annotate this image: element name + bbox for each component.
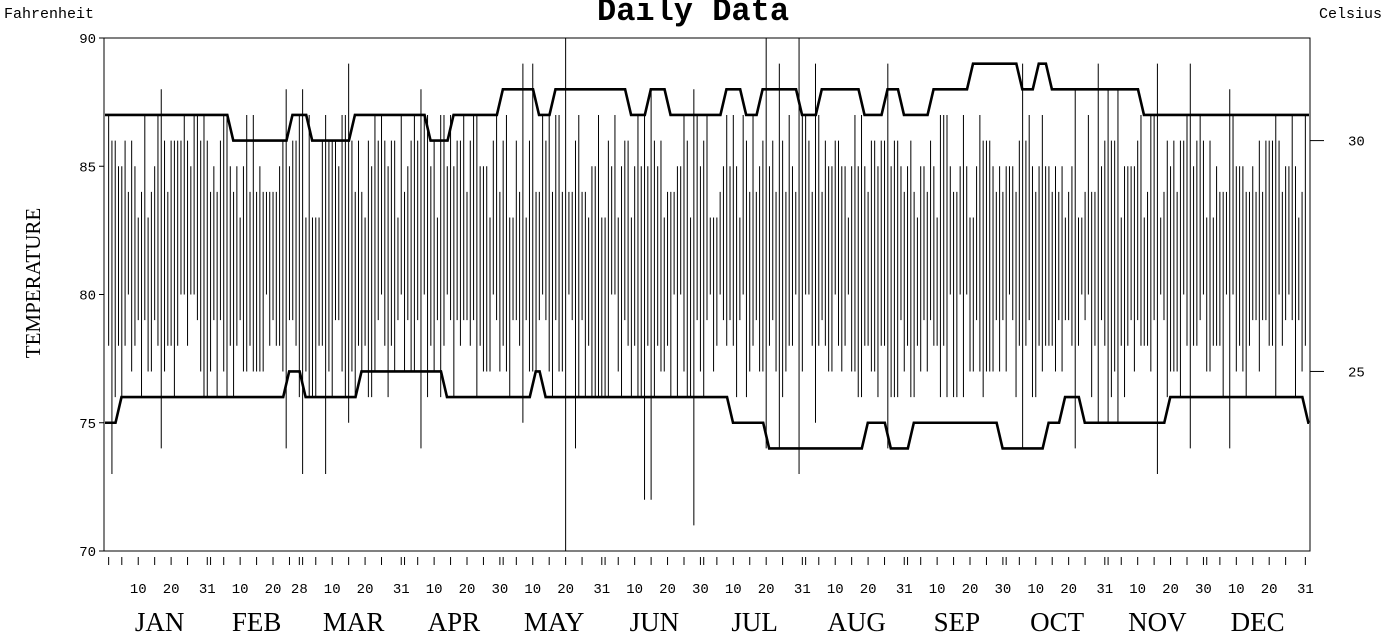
x-axis: 10 20 31 JAN 10 20 28 FEB 10 20 31 MAR 10 20 30 APR 10 20… [108, 557, 1314, 637]
normal-low-line [105, 370, 1310, 450]
y-tick-label: 80 [79, 289, 96, 305]
x-day-label: 10 [929, 582, 946, 598]
x-day-label: 20 [459, 582, 476, 598]
x-day-label: 20 [962, 582, 979, 598]
x-day-label: 30 [1195, 582, 1212, 598]
x-day-label: 20 [1060, 582, 1077, 598]
x-month-label: MAR [323, 607, 385, 637]
x-day-label: 20 [265, 582, 282, 598]
x-month-label: OCT [1030, 607, 1085, 637]
fahrenheit-label: Fahrenheit [4, 6, 94, 23]
normal-lines [105, 62, 1310, 450]
normal-high-line [105, 62, 1309, 142]
x-month-label: JUN [630, 607, 680, 637]
y-tick-label: 70 [79, 545, 96, 561]
x-day-label: 10 [725, 582, 742, 598]
x-day-label: 10 [324, 582, 341, 598]
x-day-label: 20 [357, 582, 374, 598]
x-month-label: JUL [731, 607, 778, 637]
x-day-label: 28 [291, 582, 308, 598]
x-day-label: 31 [1297, 582, 1314, 598]
x-day-label: 10 [426, 582, 443, 598]
x-day-label: 30 [692, 582, 709, 598]
x-day-label: 31 [794, 582, 811, 598]
x-day-label: 31 [896, 582, 913, 598]
x-day-label: 20 [860, 582, 877, 598]
x-month-label: SEP [934, 607, 981, 637]
y2-tick-label: 25 [1348, 365, 1365, 381]
x-day-label: 20 [557, 582, 574, 598]
x-day-label: 10 [626, 582, 643, 598]
x-day-label: 31 [1096, 582, 1113, 598]
x-month-label: FEB [232, 607, 282, 637]
left-y-axis: 70 75 80 85 90 [79, 32, 104, 561]
y-tick-label: 90 [79, 32, 96, 48]
x-day-label: 20 [1162, 582, 1179, 598]
x-day-label: 10 [130, 582, 147, 598]
y-axis-label: TEMPERATURE [21, 208, 45, 359]
x-day-label: 10 [1027, 582, 1044, 598]
x-day-label: 31 [199, 582, 216, 598]
y-tick-label: 85 [79, 160, 96, 176]
x-month-label: JAN [135, 607, 185, 637]
x-day-label: 10 [827, 582, 844, 598]
x-month-label: AUG [827, 607, 886, 637]
x-month-label: APR [428, 607, 481, 637]
celsius-label: Celsius [1319, 6, 1382, 23]
x-day-label: 20 [163, 582, 180, 598]
daily-range-bars [108, 38, 1306, 551]
x-day-label: 10 [524, 582, 541, 598]
x-day-label: 10 [232, 582, 249, 598]
x-day-label: 30 [491, 582, 508, 598]
x-day-label: 31 [593, 582, 610, 598]
x-day-label: 30 [994, 582, 1011, 598]
y2-tick-label: 30 [1348, 135, 1365, 151]
x-day-label: 20 [1261, 582, 1278, 598]
x-day-label: 31 [393, 582, 410, 598]
chart-title: Daily Data [597, 0, 789, 30]
y-tick-label: 75 [79, 417, 96, 433]
x-day-label: 10 [1129, 582, 1146, 598]
x-day-label: 20 [758, 582, 775, 598]
x-month-label: DEC [1231, 607, 1285, 637]
x-day-label: 20 [659, 582, 676, 598]
x-day-label: 10 [1228, 582, 1245, 598]
x-month-label: NOV [1128, 607, 1187, 637]
right-y-axis: 25 30 [1310, 135, 1365, 381]
x-month-label: MAY [524, 607, 585, 637]
